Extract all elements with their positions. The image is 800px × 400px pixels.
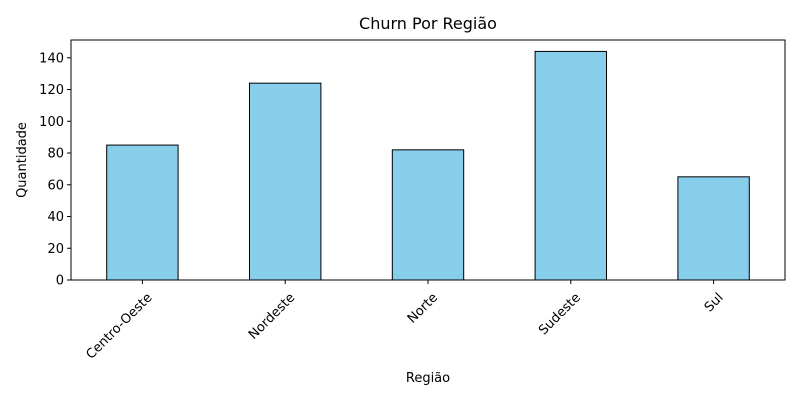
y-tick-label: 140	[39, 51, 64, 66]
bar-centro-oeste	[106, 144, 179, 281]
x-tick-label: Sudeste	[536, 290, 584, 338]
bar-sul	[677, 176, 750, 281]
x-tick-label: Centro-Oeste	[83, 290, 155, 362]
chart-title: Churn Por Região	[359, 14, 497, 33]
y-tick-label: 40	[47, 210, 64, 225]
y-axis-title: Quantidade	[15, 122, 30, 198]
bar-norte	[391, 149, 465, 281]
x-tick-label: Nordeste	[246, 290, 298, 342]
y-tick-label: 0	[56, 274, 64, 289]
y-tick-label: 100	[39, 115, 64, 130]
y-tick-label: 120	[39, 83, 64, 98]
x-axis-title: Região	[406, 371, 450, 386]
plot-area: 0 20 40 60 80 100 120 140 Centro-Oeste Nordeste No…	[39, 39, 786, 362]
y-tick-label: 80	[47, 147, 64, 162]
axes-frame	[70, 39, 786, 281]
x-tick-label: Norte	[405, 290, 441, 326]
y-tick-label: 20	[47, 242, 64, 257]
y-tick-label: 60	[47, 178, 64, 193]
x-tick-label: Sul	[702, 290, 727, 315]
bar-sudeste	[534, 50, 607, 281]
bar-nordeste	[249, 82, 322, 281]
